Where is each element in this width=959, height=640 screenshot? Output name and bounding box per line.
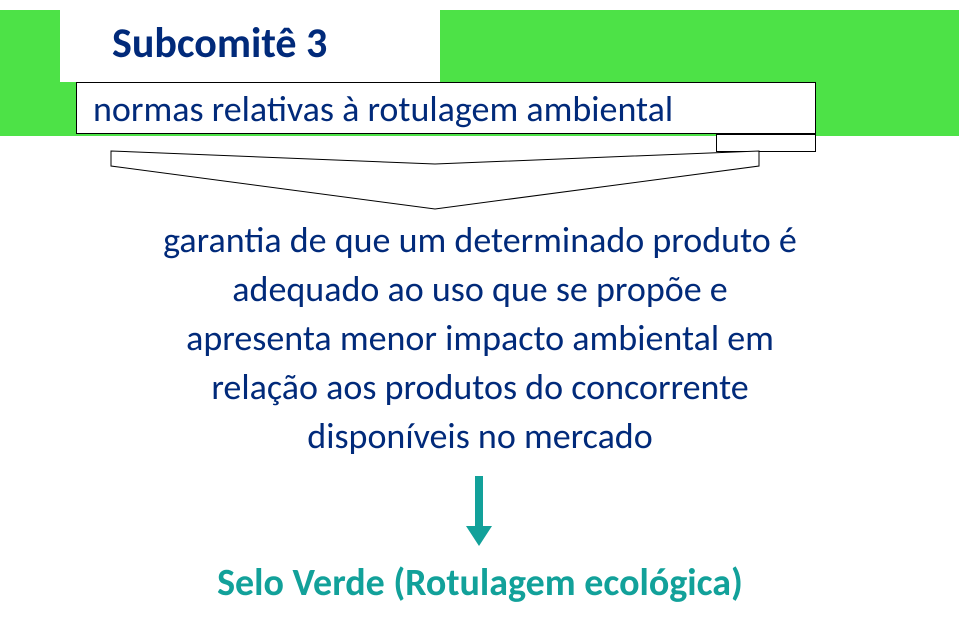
title-text: Subcomitê 3 bbox=[112, 18, 327, 69]
teal-down-arrow-icon bbox=[466, 476, 492, 546]
body-text: garantia de que um determinado produto é… bbox=[70, 216, 890, 461]
footer-text: Selo Verde (Rotulagem ecológica) bbox=[150, 560, 810, 606]
body-line: disponíveis no mercado bbox=[70, 412, 890, 461]
body-line: relação aos produtos do concorrente bbox=[70, 363, 890, 412]
body-line: garantia de que um determinado produto é bbox=[70, 216, 890, 265]
wide-down-arrow-icon bbox=[110, 150, 760, 210]
body-line: adequado ao uso que se propõe e bbox=[70, 265, 890, 314]
subtitle-text: normas relativas à rotulagem ambiental bbox=[93, 87, 673, 131]
body-line: apresenta menor impacto ambiental em bbox=[70, 314, 890, 363]
title-box: Subcomitê 3 bbox=[60, 0, 440, 82]
subtitle-box: normas relativas à rotulagem ambiental bbox=[76, 82, 816, 134]
